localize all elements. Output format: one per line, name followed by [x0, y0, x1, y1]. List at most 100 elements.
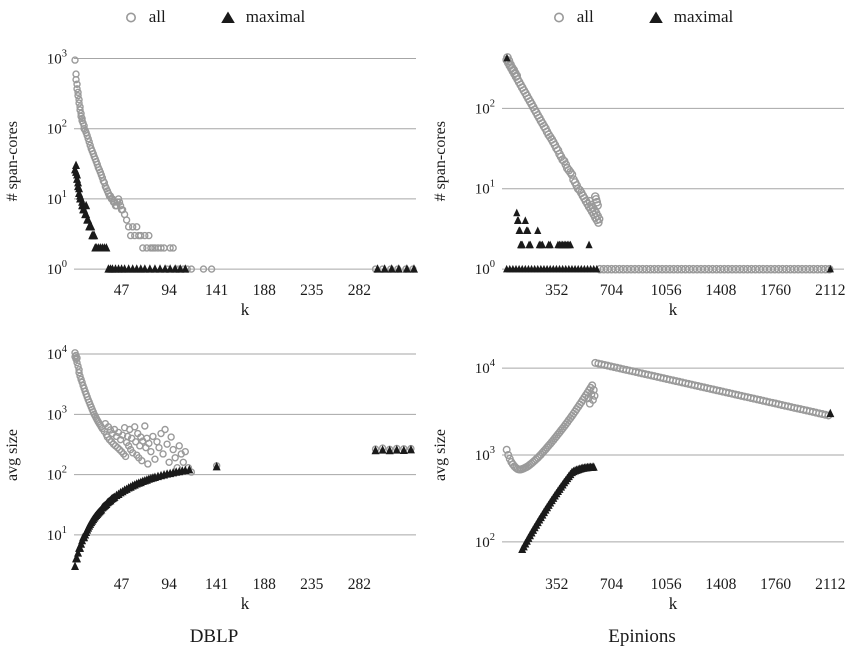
y-tick-label: 104 — [475, 358, 496, 377]
data-point — [409, 264, 418, 273]
chart-canvas: 100 101 102 352 704 1056 1408 1760 2112 k — [475, 53, 846, 319]
data-point — [566, 240, 574, 249]
x-tick-label: 1056 — [651, 282, 682, 299]
data-point — [151, 455, 159, 463]
data-point — [71, 56, 79, 64]
chart-canvas: 100 101 102 103 47 94 141 188 235 282 k — [47, 49, 418, 319]
y-tick-label: 103 — [47, 404, 67, 423]
data-point — [74, 362, 82, 370]
data-point — [72, 160, 81, 170]
data-point — [122, 216, 131, 224]
chart-canvas: 101 102 103 104 47 94 141 188 235 282 k — [47, 344, 416, 613]
legend-item-maximal: maximal — [220, 7, 305, 27]
data-point — [116, 202, 125, 210]
data-point — [373, 264, 382, 273]
y-tick-label: 104 — [47, 344, 68, 363]
data-point — [73, 554, 82, 563]
x-axis-label: k — [241, 300, 250, 319]
data-point — [140, 264, 149, 273]
data-point — [124, 442, 133, 450]
plot-area-epinions-avgsize: 102 103 104 352 704 1056 1408 1760 2112 k — [454, 332, 856, 614]
data-point — [185, 465, 194, 474]
data-point — [212, 461, 221, 471]
y-tick-label: 100 — [475, 259, 495, 278]
data-point — [181, 264, 190, 273]
series-all — [502, 358, 833, 474]
data-point — [179, 458, 187, 466]
data-point — [380, 264, 389, 273]
data-point — [585, 240, 593, 249]
data-point — [166, 244, 174, 252]
data-point — [149, 432, 157, 441]
x-tick-label: 188 — [253, 576, 277, 593]
data-point — [166, 264, 175, 273]
data-point — [207, 265, 216, 273]
legend-label-maximal: maximal — [673, 7, 734, 26]
data-point — [399, 445, 408, 454]
data-point — [161, 264, 170, 273]
data-point — [538, 240, 547, 249]
y-tick-label: 101 — [47, 189, 67, 208]
dblp-column: all maximal # span-cores 100 101 102 103 47 9… — [0, 4, 428, 662]
data-point — [406, 444, 415, 454]
data-point — [133, 223, 141, 231]
x-tick-label: 2112 — [815, 282, 845, 299]
data-point — [187, 265, 196, 273]
x-tick-label: 2112 — [815, 576, 845, 593]
x-tick-label: 141 — [205, 282, 228, 299]
x-tick-label: 1760 — [760, 282, 791, 299]
epinions-column: all maximal # span-cores 100 101 102 352 704… — [428, 4, 856, 662]
data-point — [385, 445, 394, 455]
data-point — [567, 170, 577, 179]
data-point — [199, 265, 208, 273]
data-point — [115, 445, 124, 454]
data-point — [121, 452, 130, 461]
x-tick-label: 282 — [348, 576, 371, 593]
data-point — [82, 200, 91, 210]
y-tick-label: 101 — [47, 525, 67, 544]
plot-dblp-spancores: # span-cores 100 101 102 103 47 94 141 188 235 28… — [0, 38, 428, 320]
open-circle-marker-icon — [125, 12, 136, 22]
data-point — [514, 216, 522, 224]
y-axis-label-text: # span-cores — [4, 120, 21, 202]
series-maximal — [71, 160, 418, 273]
x-tick-label: 47 — [114, 576, 130, 593]
y-axis-label: # span-cores — [0, 38, 26, 320]
data-point — [90, 230, 99, 240]
data-point — [141, 231, 149, 240]
data-point — [123, 432, 132, 441]
data-point — [165, 458, 173, 466]
x-axis-label: k — [669, 300, 678, 319]
data-point — [594, 214, 604, 224]
data-point — [167, 433, 175, 441]
plot-area-epinions-spancores: 100 101 102 352 704 1056 1408 1760 2112 k — [454, 38, 856, 320]
series-maximal — [503, 53, 834, 273]
data-point — [85, 138, 93, 146]
legend-label-all: all — [576, 7, 594, 26]
data-point — [139, 244, 147, 252]
data-point — [150, 264, 159, 273]
data-point — [126, 231, 135, 240]
data-point — [87, 222, 96, 231]
y-tick-label: 102 — [47, 119, 67, 138]
data-point — [171, 454, 179, 462]
data-point — [115, 198, 124, 206]
data-point — [77, 109, 85, 118]
data-point — [138, 456, 146, 465]
data-point — [155, 443, 163, 452]
data-point — [588, 381, 597, 390]
data-point — [161, 425, 169, 434]
data-point — [74, 548, 83, 557]
data-point — [137, 231, 145, 240]
data-point — [71, 561, 80, 570]
plot-epinions-avgsize: avg size 102 103 104 352 704 1056 1408 1760 2112… — [428, 332, 856, 614]
data-point — [74, 92, 82, 100]
y-axis-label: avg size — [428, 332, 454, 614]
data-point — [402, 264, 411, 273]
y-axis-label-text: avg size — [432, 429, 449, 481]
plot-dblp-avgsize: avg size 101 102 103 104 47 94 141 188 235 282 k — [0, 332, 428, 614]
legend-item-all: all — [123, 7, 166, 27]
data-point — [504, 450, 513, 459]
data-point — [73, 354, 81, 362]
